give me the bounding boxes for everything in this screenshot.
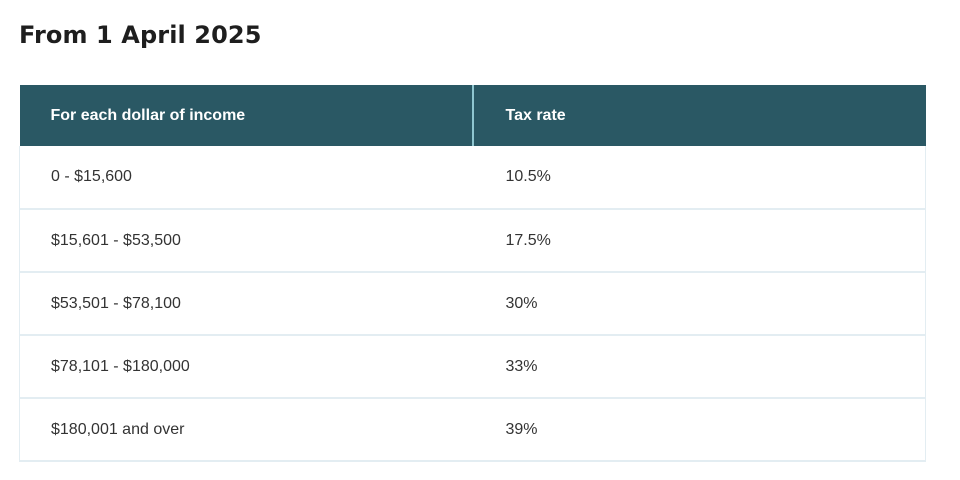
tax-rate-cell: 10.5% <box>472 146 926 210</box>
column-header-tax-rate: Tax rate <box>471 85 926 146</box>
income-bracket-cell: 0 - $15,600 <box>19 146 473 210</box>
table-body: 0 - $15,600 10.5% $15,601 - $53,500 17.5… <box>19 146 926 462</box>
column-header-income: For each dollar of income <box>19 85 473 146</box>
income-bracket-cell: $53,501 - $78,100 <box>19 272 473 336</box>
table-header: For each dollar of income Tax rate <box>19 85 926 146</box>
income-bracket-cell: $180,001 and over <box>19 398 473 462</box>
tax-rate-cell: 39% <box>472 398 926 462</box>
tax-rate-cell: 33% <box>472 335 926 399</box>
income-bracket-cell: $78,101 - $180,000 <box>19 335 473 399</box>
table-header-row: For each dollar of income Tax rate <box>19 85 926 146</box>
tax-rate-table: For each dollar of income Tax rate 0 - $… <box>19 85 926 462</box>
table-row: $180,001 and over 39% <box>19 398 926 462</box>
table-row: $15,601 - $53,500 17.5% <box>19 209 926 273</box>
page-title: From 1 April 2025 <box>19 21 262 49</box>
tax-rate-cell: 30% <box>472 272 926 336</box>
table-row: 0 - $15,600 10.5% <box>19 146 926 210</box>
tax-rate-cell: 17.5% <box>472 209 926 273</box>
table-row: $53,501 - $78,100 30% <box>19 272 926 336</box>
table-row: $78,101 - $180,000 33% <box>19 335 926 399</box>
income-bracket-cell: $15,601 - $53,500 <box>19 209 473 273</box>
